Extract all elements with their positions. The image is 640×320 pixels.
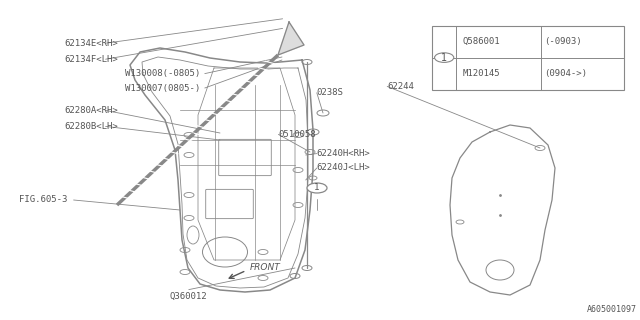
Text: 62134E<RH>: 62134E<RH> (64, 39, 118, 48)
Text: 62240H<RH>: 62240H<RH> (317, 149, 371, 158)
Circle shape (435, 53, 454, 62)
Text: W130008(-0805): W130008(-0805) (125, 69, 200, 78)
Text: 62240J<LH>: 62240J<LH> (317, 164, 371, 172)
Text: A605001097: A605001097 (587, 305, 637, 314)
Text: FRONT: FRONT (250, 263, 280, 272)
Text: 0510058: 0510058 (278, 130, 316, 139)
Text: M120145: M120145 (463, 69, 500, 78)
Polygon shape (278, 22, 304, 55)
Text: W130007(0805-): W130007(0805-) (125, 84, 200, 92)
Text: (0904->): (0904->) (544, 69, 587, 78)
Text: 1: 1 (441, 52, 447, 63)
Bar (432, 26, 624, 90)
Text: FIG.605-3: FIG.605-3 (19, 196, 68, 204)
Text: (-0903): (-0903) (544, 37, 582, 46)
Circle shape (307, 183, 327, 193)
Text: Q586001: Q586001 (463, 37, 500, 46)
Text: 62244: 62244 (387, 82, 414, 91)
Text: 0238S: 0238S (317, 88, 344, 97)
Text: Q360012: Q360012 (170, 292, 207, 300)
Text: 62134F<LH>: 62134F<LH> (64, 55, 118, 64)
Text: 62280A<RH>: 62280A<RH> (64, 106, 118, 115)
Text: 62280B<LH>: 62280B<LH> (64, 122, 118, 131)
Text: 1: 1 (314, 183, 320, 193)
